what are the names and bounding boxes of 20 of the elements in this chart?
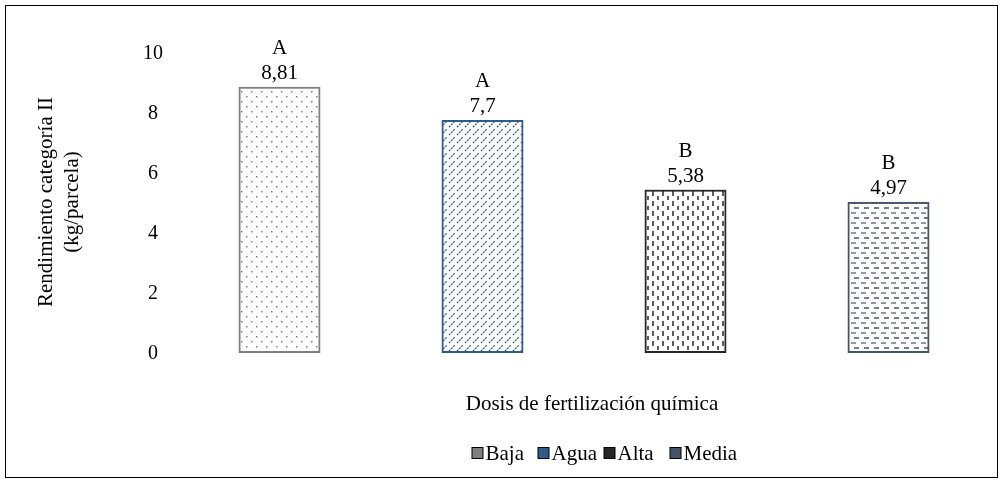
data-label: 5,38 bbox=[667, 162, 704, 187]
y-axis-title: Rendimiento categoría II (kg/parcela) bbox=[33, 97, 83, 307]
y-tick-label: 8 bbox=[148, 101, 158, 123]
legend-label: Alta bbox=[617, 441, 655, 465]
legend-label: Baja bbox=[485, 441, 525, 465]
annotation: A bbox=[474, 68, 491, 92]
annotation: B bbox=[881, 149, 896, 174]
annotation: B bbox=[678, 137, 693, 162]
legend-label: Agua bbox=[551, 441, 598, 465]
annotation: A bbox=[271, 34, 288, 59]
y-tick-label: 4 bbox=[148, 221, 158, 243]
data-label: 4,97 bbox=[870, 174, 907, 199]
data-label: 7,7 bbox=[469, 93, 496, 117]
y-tick-label: 2 bbox=[148, 281, 158, 303]
y-tick-label: 10 bbox=[143, 41, 163, 63]
y-tick-label: 6 bbox=[148, 161, 158, 183]
data-label: 8,81 bbox=[261, 59, 298, 84]
y-tick-label: 0 bbox=[148, 341, 158, 363]
legend-label: Media bbox=[683, 441, 738, 465]
x-axis-title: Dosis de fertilización química bbox=[465, 391, 719, 415]
